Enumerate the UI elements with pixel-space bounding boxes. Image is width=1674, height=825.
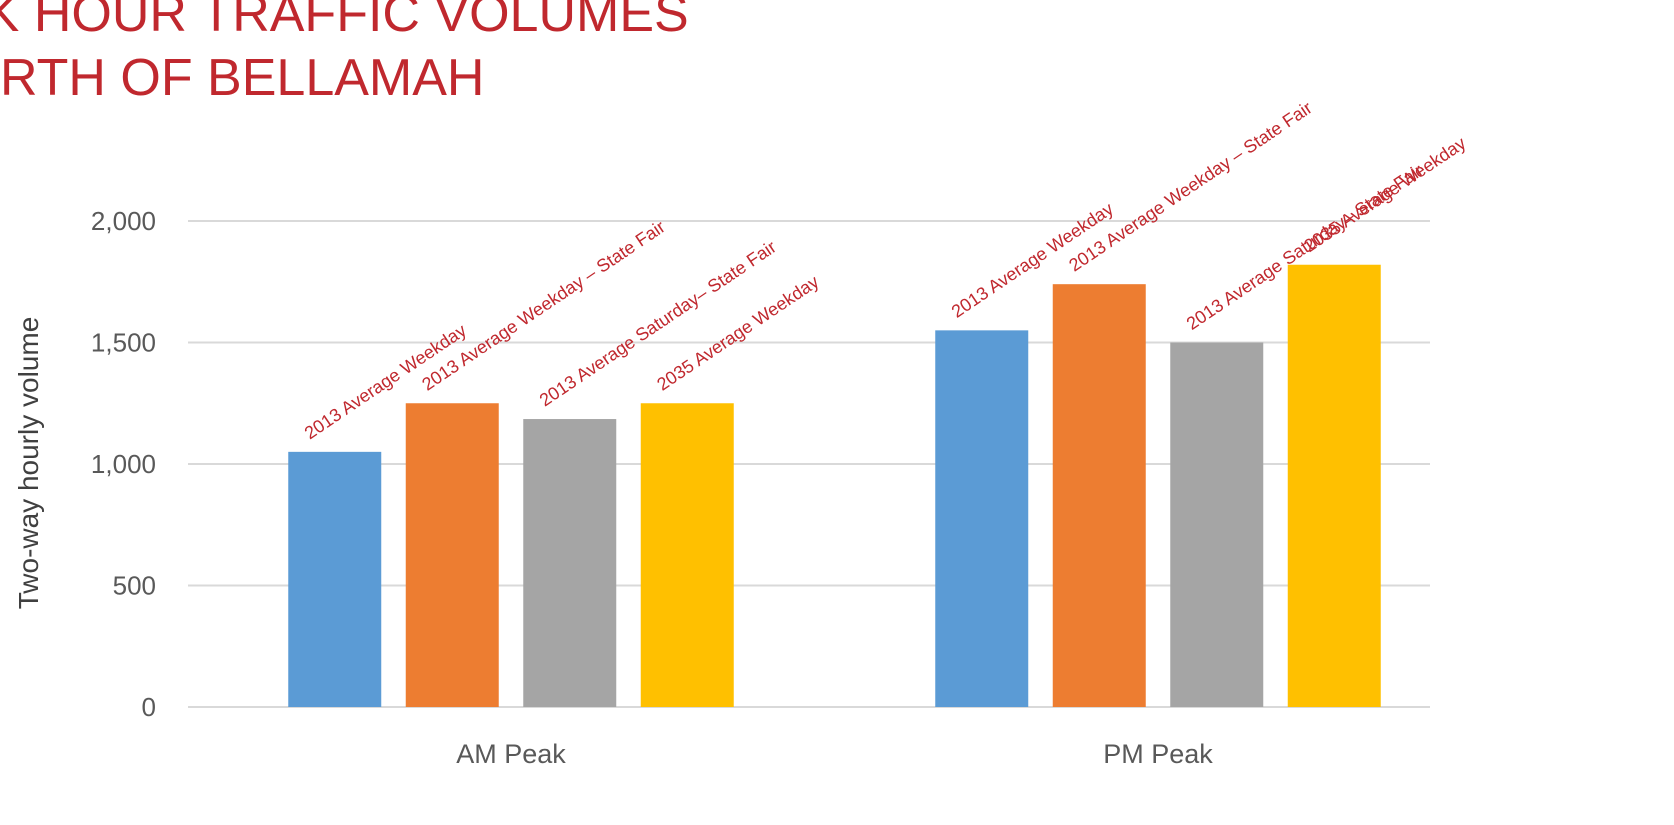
bar [1170, 342, 1264, 707]
bar [523, 419, 617, 707]
y-axis-label: Two-way hourly volume [13, 317, 44, 610]
bar [288, 451, 382, 707]
chart-title: AK HOUR TRAFFIC VOLUMES RTH OF BELLAMAH [0, 0, 739, 110]
bars [288, 264, 1381, 707]
y-tick-label: 1,500 [91, 328, 156, 358]
y-tick-label: 500 [113, 571, 156, 601]
bar [1287, 264, 1381, 707]
bar-data-label: 2035 Average Weekday [1300, 133, 1469, 256]
bar [405, 403, 499, 707]
y-axis-ticks: 0 500 1,000 1,500 2,000 [91, 206, 156, 722]
bar [1052, 284, 1146, 707]
x-category-label: AM Peak [456, 739, 566, 769]
bar [640, 403, 734, 707]
x-category-label: PM Peak [1103, 739, 1213, 769]
y-tick-label: 0 [142, 692, 156, 722]
chart-title-line-2: RTH OF BELLAMAH [0, 49, 485, 107]
x-axis-categories: AM Peak PM Peak [456, 739, 1213, 769]
y-tick-label: 1,000 [91, 449, 156, 479]
y-tick-label: 2,000 [91, 206, 156, 236]
bar [935, 330, 1029, 707]
bar-data-label: 2035 Average Weekday [653, 271, 822, 394]
bar-data-label: 2013 Average Weekday – State Fair [1065, 98, 1315, 276]
chart-title-line-1: AK HOUR TRAFFIC VOLUMES [0, 0, 689, 43]
bar-data-label: 2013 Average Weekday – State Fair [418, 217, 668, 395]
